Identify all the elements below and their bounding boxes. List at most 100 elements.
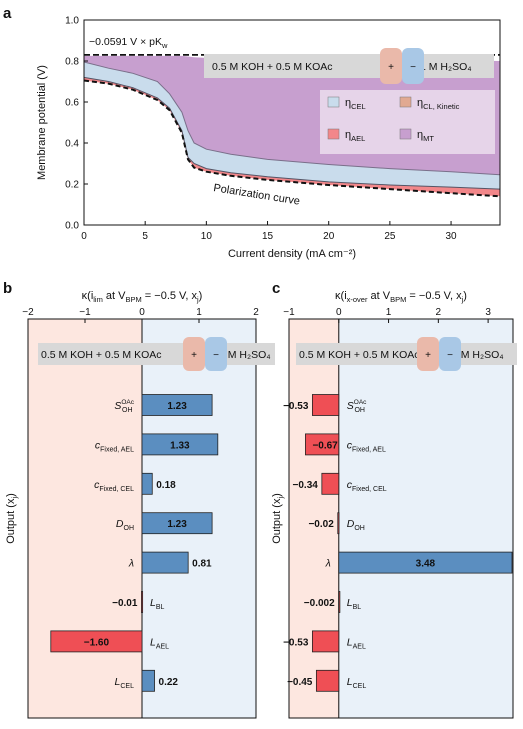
x-axis-label: Current density (mA cm⁻²): [228, 248, 356, 260]
bar-5: [338, 591, 341, 613]
condition-catholyte: 1 M H₂SO₄: [420, 61, 472, 73]
x-tick-label: −1: [79, 307, 91, 318]
x-tick-label: 0: [81, 231, 87, 242]
category-subscript: OH: [124, 525, 135, 532]
membrane-minus-sign: −: [410, 62, 416, 73]
category-label: cFixed, CEL: [94, 479, 134, 493]
category-main: S: [347, 400, 354, 412]
bar-5: [141, 591, 144, 613]
value-label: 0.22: [159, 677, 179, 688]
panel-label-a: a: [3, 5, 12, 22]
condition-anolyte: 0.5 M KOH + 0.5 M KOAc: [299, 349, 420, 361]
category-label: λ: [325, 558, 331, 570]
y-axis-label: Membrane potential (V): [36, 65, 48, 180]
membrane-plus-sign: +: [425, 350, 431, 361]
condition-banner: [296, 343, 517, 365]
x-tick-label: −1: [283, 307, 295, 318]
membrane-ael-half: [380, 48, 402, 84]
bar-3: [337, 512, 340, 535]
category-main: L: [347, 597, 353, 609]
bar-7: [315, 669, 340, 692]
category-label: LCEL: [347, 676, 367, 690]
x-tick-label: −2: [22, 307, 34, 318]
negative-background: [28, 319, 142, 718]
bar-0: [141, 394, 213, 416]
condition-catholyte: 1 M H₂SO₄: [219, 349, 271, 361]
x-tick-label: 2: [436, 307, 442, 318]
category-subscript: BL: [156, 604, 165, 611]
category-label: DOH: [347, 518, 365, 532]
value-label: 1.23: [167, 519, 187, 530]
y-tick-label: 0.2: [65, 180, 79, 191]
category-subscript: OH: [354, 525, 365, 532]
ylabel-part: ): [271, 493, 283, 497]
reference-line-label: −0.0591 V × pKw: [89, 36, 168, 50]
reference-line-subscript: w: [161, 41, 168, 50]
legend-label: ηMT: [417, 129, 434, 143]
title-subscript: j: [461, 295, 464, 304]
category-main: λ: [128, 558, 134, 570]
x-tick-label: 5: [142, 231, 148, 242]
bar-6: [50, 630, 143, 653]
ylabel-part: Output (x: [5, 498, 17, 544]
category-main: L: [150, 636, 156, 648]
category-label: LBL: [150, 597, 165, 611]
bar-1: [305, 433, 340, 456]
value-label: −0.02: [308, 519, 334, 530]
category-main: c: [347, 439, 353, 451]
cel-boundary-line: [83, 61, 501, 176]
panel-c-chart: −1 0 1 2 3κ(ix-over at VBPM = −0.5 V, xj)Out…: [271, 290, 517, 719]
membrane-cel-half: [402, 48, 424, 84]
value-label: −0.002: [304, 598, 335, 609]
condition-anolyte: 0.5 M KOH + 0.5 M KOAc: [212, 61, 333, 73]
value-label: −0.67: [312, 440, 338, 451]
bar-4: [338, 551, 513, 574]
y-axis-label: Output (xj): [271, 493, 285, 544]
value-label: −0.45: [287, 677, 313, 688]
polarization-curve-annotation: Polarization curve: [213, 182, 301, 208]
legend-eta: η: [417, 129, 423, 141]
category-main: L: [150, 597, 156, 609]
category-label: cFixed, AEL: [347, 439, 386, 453]
category-label: LAEL: [150, 636, 169, 650]
category-label: LCEL: [115, 676, 135, 690]
category-subscript: BL: [353, 604, 362, 611]
y-tick-label: 1.0: [65, 16, 79, 27]
bar-4: [141, 551, 189, 574]
x-tick-label: 10: [201, 231, 213, 242]
category-label: LAEL: [347, 636, 366, 650]
title-subscript: lim: [93, 295, 103, 304]
category-subscript: OH: [354, 407, 365, 414]
value-label: 3.48: [416, 559, 436, 570]
y-tick-label: 0.6: [65, 98, 79, 109]
title-part: κ(i: [335, 290, 347, 302]
title-part: = −0.5 V, x: [142, 290, 198, 302]
x-tick-label: 2: [253, 307, 259, 318]
panel-label-b: b: [3, 280, 12, 297]
cel-overpotential-area: [84, 62, 500, 190]
bar-3: [141, 512, 213, 535]
condition-banner: [204, 54, 494, 78]
category-subscript: CEL: [120, 683, 134, 690]
ylabel-part: Output (x: [271, 498, 283, 544]
title-subscript: BPM: [390, 295, 406, 304]
category-subscript: AEL: [353, 643, 366, 650]
category-label: cFixed, CEL: [347, 479, 387, 493]
bar-6: [311, 630, 340, 653]
value-label: 1.23: [167, 401, 187, 412]
x-tick-label: 0: [336, 307, 342, 318]
value-label: −0.53: [283, 401, 309, 412]
panel-a-chart: 0 5 10 15 20 25 30 0.0 0.2 0.4 0.6 0.8 1.0 Current de…: [36, 16, 501, 260]
membrane-minus-sign: −: [213, 350, 219, 361]
reference-line-text: −0.0591 V × pK: [89, 36, 162, 48]
category-main: L: [347, 676, 353, 688]
legend-swatch: [399, 128, 412, 140]
legend-label: ηCL, Kinetic: [417, 97, 460, 111]
membrane-plus-sign: +: [388, 62, 394, 73]
chart-title: κ(ilim at VBPM = −0.5 V, xj): [82, 290, 203, 304]
value-label: 0.18: [156, 480, 176, 491]
category-main: L: [115, 676, 121, 688]
ael-boundary-line: [83, 76, 501, 190]
x-tick-label: 30: [445, 231, 457, 242]
